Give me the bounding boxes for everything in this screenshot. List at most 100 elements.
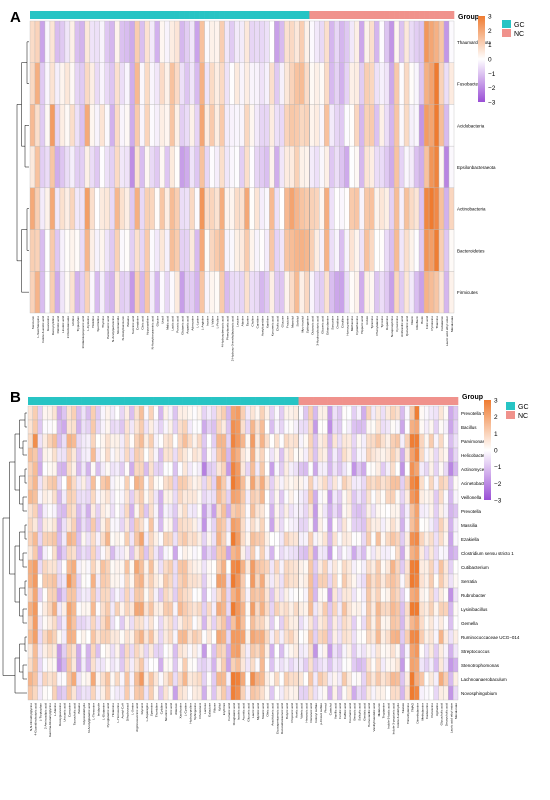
heatmap-cell [167,559,174,575]
heatmap-cell [211,461,217,477]
heatmap-cell [299,104,305,147]
heatmap-cell [144,271,150,314]
heatmap-cell [105,601,111,617]
heatmap-cell [279,187,285,230]
heatmap-cell [409,461,415,477]
heatmap-cell [409,559,415,575]
heatmap-cell [332,643,338,659]
group-cell-gc [259,397,266,405]
heatmap-cell [134,545,140,561]
heatmap-cell [284,145,290,189]
heatmap-cell [309,187,315,230]
heatmap-cell [395,419,401,435]
heatmap-cell [259,503,265,519]
heatmap-cell [174,229,180,272]
heatmap-cell [279,405,285,421]
heatmap-cell [85,489,91,505]
heatmap-cell [375,405,381,421]
heatmap-cell [341,587,348,603]
heatmap-cell [346,531,352,547]
heatmap-cell [225,475,232,491]
heatmap-cell [452,461,459,477]
heatmap-cell [443,503,449,519]
heatmap-cell [221,531,227,547]
heatmap-cell [409,601,415,617]
heatmap-cell [196,643,203,659]
heatmap-cell [159,229,165,272]
heatmap-cell [428,601,435,617]
heatmap-cell [359,62,365,105]
column-label: Biotin [420,316,424,324]
heatmap-cell [354,187,360,230]
heatmap-cell [433,573,439,589]
heatmap-cell [370,671,377,687]
column-label: Putrescine [430,703,434,718]
heatmap-cell [51,573,58,589]
heatmap-cell [144,104,150,147]
heatmap-cell [76,489,82,505]
heatmap-cell [234,271,240,314]
group-cell-gc [30,11,36,19]
heatmap-cell [59,229,66,272]
heatmap-cell [329,145,335,189]
heatmap-cell [409,545,415,561]
heatmap-cell [61,461,67,477]
heatmap-cell [182,503,188,519]
group-cell-gc [153,397,159,405]
heatmap-cell [167,657,174,673]
heatmap-cell [240,405,246,421]
heatmap-cell [187,419,193,435]
heatmap-cell [380,573,386,589]
heatmap-cell [76,573,82,589]
heatmap-cell [95,433,101,449]
heatmap-cell [37,433,43,449]
heatmap-cell [346,419,352,435]
column-label: Allantoin [174,703,178,715]
heatmap-cell [154,271,160,314]
heatmap-cell [32,545,38,561]
heatmap-cell [47,489,53,505]
heatmap-cell [148,433,154,449]
heatmap-cell [452,657,459,673]
heatmap-cell [44,104,51,147]
heatmap-cell [169,145,175,189]
heatmap-cell [408,229,415,272]
heatmap-cell [42,545,48,561]
heatmap-cell [172,503,178,519]
group-cell-gc [304,11,310,19]
row-label: Lysinibacillus [461,607,488,612]
heatmap-cell [206,657,212,673]
heatmap-cell [47,545,53,561]
heatmap-cell [61,671,67,687]
heatmap-cell [99,104,105,147]
heatmap-cell [283,461,290,477]
group-cell-gc [34,11,41,19]
heatmap-cell [167,433,174,449]
heatmap-cell [409,475,415,491]
heatmap-cell [90,685,96,701]
heatmap-cell [76,419,82,435]
heatmap-cell [390,517,396,533]
heatmap-cell [114,643,120,659]
colorbar-tick: 1 [494,431,498,438]
column-label: Phenylacetic acid [226,316,230,340]
heatmap-cell [221,419,227,435]
heatmap-cell [240,559,246,575]
heatmap-cell [34,145,41,189]
heatmap-cell [192,643,198,659]
heatmap-cell [119,104,125,147]
panel-label-b: B [10,389,21,406]
heatmap-cell [337,657,343,673]
heatmap-cell [167,573,174,589]
heatmap-cell [341,643,348,659]
heatmap-cell [69,62,76,105]
heatmap-cell [319,20,325,63]
heatmap-cell [428,229,435,272]
heatmap-cell [356,475,362,491]
heatmap-cell [283,489,290,505]
heatmap-cell [250,489,256,505]
heatmap-cell [71,643,77,659]
column-label: L-Proline [216,316,220,329]
heatmap-cell [293,447,299,463]
heatmap-cell [90,503,96,519]
